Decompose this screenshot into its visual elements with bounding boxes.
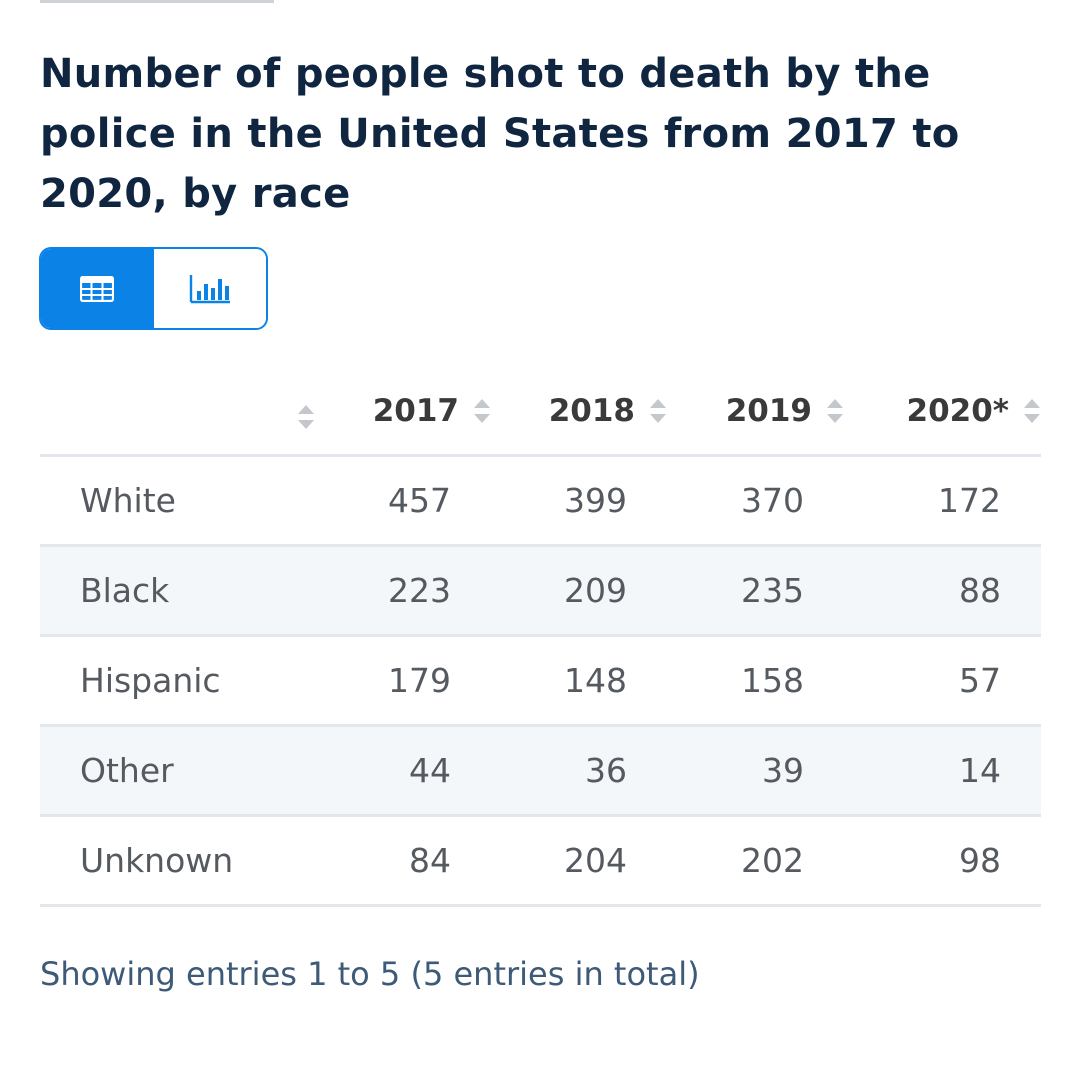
table-view-button[interactable] (41, 249, 154, 328)
table-header-row: 2017 2018 2019 (40, 367, 1041, 457)
column-header-2019[interactable]: 2019 (667, 367, 844, 457)
table-cell: 204 (491, 815, 667, 907)
table-cell: 148 (491, 635, 667, 727)
bar-chart-icon (189, 274, 230, 303)
table-cell: 88 (844, 545, 1041, 637)
row-label: Unknown (40, 815, 315, 907)
column-header-2020[interactable]: 2020* (844, 367, 1041, 457)
table-cell: 202 (667, 815, 844, 907)
row-label: Hispanic (40, 635, 315, 727)
table-cell: 84 (315, 815, 491, 907)
row-label: Other (40, 725, 315, 817)
table-cell: 209 (491, 545, 667, 637)
table-cell: 57 (844, 635, 1041, 727)
sort-icon (1024, 398, 1040, 423)
table-row: Other 44 36 39 14 (40, 725, 1041, 817)
table-cell: 370 (667, 455, 844, 547)
table-cell: 98 (844, 815, 1041, 907)
top-divider (40, 0, 274, 3)
page-title: Number of people shot to death by the po… (40, 51, 960, 217)
column-header-label[interactable] (40, 367, 315, 457)
table-cell: 235 (667, 545, 844, 637)
entries-info: Showing entries 1 to 5 (5 entries in tot… (40, 955, 700, 993)
table-cell: 399 (491, 455, 667, 547)
table-cell: 39 (667, 725, 844, 817)
table-row: Black 223 209 235 88 (40, 545, 1041, 637)
data-table: 2017 2018 2019 (40, 367, 1041, 907)
row-label: Black (40, 545, 315, 637)
sort-icon (298, 405, 314, 429)
table-row: Hispanic 179 148 158 57 (40, 635, 1041, 727)
table-cell: 44 (315, 725, 491, 817)
table-cell: 14 (844, 725, 1041, 817)
table-cell: 36 (491, 725, 667, 817)
sort-icon (827, 398, 843, 423)
table-cell: 158 (667, 635, 844, 727)
chart-view-button[interactable] (153, 249, 266, 328)
data-table-container: 2017 2018 2019 (40, 367, 1041, 907)
table-row: White 457 399 370 172 (40, 455, 1041, 547)
table-cell: 179 (315, 635, 491, 727)
table-cell: 223 (315, 545, 491, 637)
row-label: White (40, 455, 315, 547)
sort-icon (474, 398, 490, 423)
table-row: Unknown 84 204 202 98 (40, 815, 1041, 907)
column-header-2018[interactable]: 2018 (491, 367, 667, 457)
table-grid-icon (80, 275, 115, 302)
view-toggle (39, 247, 268, 330)
sort-icon (650, 398, 666, 423)
column-header-2017[interactable]: 2017 (315, 367, 491, 457)
table-cell: 172 (844, 455, 1041, 547)
table-cell: 457 (315, 455, 491, 547)
